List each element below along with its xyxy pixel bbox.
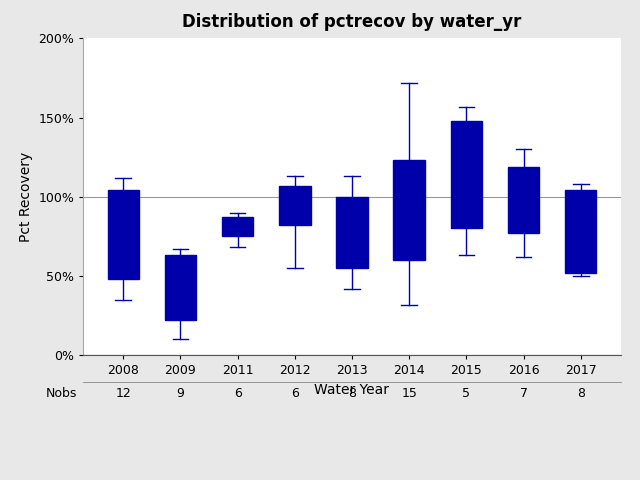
PathPatch shape [108,191,139,279]
PathPatch shape [164,255,196,320]
Text: 6: 6 [291,387,299,400]
PathPatch shape [508,167,540,233]
X-axis label: Water Year: Water Year [314,383,390,397]
PathPatch shape [394,160,425,260]
Y-axis label: Pct Recovery: Pct Recovery [19,152,33,242]
Title: Distribution of pctrecov by water_yr: Distribution of pctrecov by water_yr [182,13,522,31]
PathPatch shape [279,186,310,225]
PathPatch shape [222,217,253,236]
Text: 9: 9 [177,387,184,400]
PathPatch shape [336,197,368,268]
PathPatch shape [451,121,482,228]
Text: 12: 12 [115,387,131,400]
Text: Nobs: Nobs [45,387,77,400]
PathPatch shape [565,191,596,273]
Text: 8: 8 [348,387,356,400]
Text: 15: 15 [401,387,417,400]
Text: 5: 5 [462,387,470,400]
Text: 7: 7 [520,387,527,400]
Text: 6: 6 [234,387,241,400]
Text: 8: 8 [577,387,585,400]
